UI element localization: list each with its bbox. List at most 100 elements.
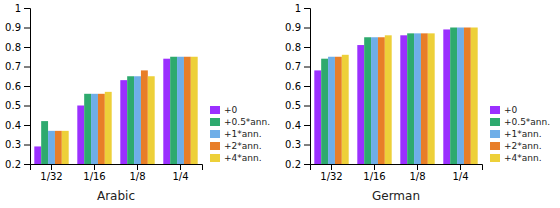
- bar: [177, 57, 184, 164]
- legend-label: +4*ann.: [224, 153, 262, 163]
- tick-mark: [304, 145, 310, 146]
- tick-label: 0.4: [5, 120, 21, 131]
- bar: [84, 94, 91, 164]
- tick-mark: [24, 86, 30, 87]
- bar: [407, 33, 414, 164]
- bar: [48, 131, 55, 164]
- axis-line: [311, 165, 483, 171]
- legend-label: +0.5*ann.: [224, 117, 270, 127]
- tick-label: 0.8: [5, 42, 21, 53]
- tick-label: 0.2: [5, 159, 21, 170]
- series: [328, 28, 464, 165]
- tick-label: 0.5: [285, 100, 301, 111]
- legend-label: +0: [224, 105, 238, 115]
- legend-item: +2*ann.: [490, 141, 542, 151]
- bar: [342, 55, 349, 164]
- tick-mark: [304, 47, 310, 48]
- legend-swatch: [210, 106, 220, 114]
- series: [55, 57, 191, 164]
- bar: [364, 37, 371, 164]
- tick-label: 0.7: [285, 61, 301, 72]
- bar: [163, 59, 170, 164]
- tick: 0.2: [5, 159, 30, 170]
- tick: 1/8: [409, 164, 425, 182]
- y-axis: 0.20.30.40.50.60.70.80.91: [5, 3, 30, 170]
- tick-mark: [51, 164, 52, 170]
- tick-mark: [460, 164, 461, 170]
- bar: [34, 146, 41, 164]
- series: [342, 28, 478, 165]
- tick: 0.5: [5, 100, 30, 111]
- legend-item: +0.5*ann.: [490, 117, 550, 127]
- x-axis: 1/32 1/16 1/8 1/4: [31, 164, 203, 182]
- legend-label: +2*ann.: [224, 141, 262, 151]
- legend-item: +1*ann.: [490, 129, 542, 139]
- tick: 0.4: [285, 120, 310, 131]
- bar: [91, 94, 98, 164]
- tick-mark: [137, 164, 138, 170]
- tick: 1/16: [83, 164, 105, 182]
- bar: [321, 59, 328, 164]
- tick-mark: [304, 164, 310, 165]
- legend-label: +2*ann.: [504, 141, 542, 151]
- tick-label: 0.9: [5, 22, 21, 33]
- legend-label: +4*ann.: [504, 153, 542, 163]
- tick: 0.6: [285, 81, 310, 92]
- tick-mark: [304, 8, 310, 9]
- legend: +0 +0.5*ann. +1*ann. +2*ann. +4*ann.: [210, 105, 270, 163]
- tick-mark: [304, 86, 310, 87]
- tick-label: 1/16: [83, 171, 105, 182]
- tick-mark: [24, 8, 30, 9]
- tick: 0.8: [285, 42, 310, 53]
- bar: [421, 33, 428, 164]
- legend-swatch: [490, 130, 500, 138]
- tick-mark: [304, 67, 310, 68]
- tick-mark: [24, 125, 30, 126]
- tick: 0.8: [5, 42, 30, 53]
- legend-label: +0.5*ann.: [504, 117, 550, 127]
- legend-item: +2*ann.: [210, 141, 262, 151]
- tick-mark: [24, 145, 30, 146]
- tick-label: 1/8: [129, 171, 145, 182]
- tick-label: 0.3: [285, 139, 301, 150]
- bar: [314, 70, 321, 164]
- tick-mark: [94, 164, 95, 170]
- bar: [77, 106, 84, 165]
- tick: 0.6: [5, 81, 30, 92]
- axis-line: [24, 9, 31, 165]
- tick-mark: [24, 67, 30, 68]
- tick-label: 0.7: [5, 61, 21, 72]
- legend-swatch: [490, 106, 500, 114]
- title: German: [372, 189, 420, 203]
- tick-mark: [304, 125, 310, 126]
- bar: [41, 121, 48, 164]
- tick: 0.2: [285, 159, 310, 170]
- tick-mark: [24, 28, 30, 29]
- tick: 1/32: [40, 164, 62, 182]
- bar: [414, 33, 421, 164]
- legend-label: +1*ann.: [224, 129, 262, 139]
- tick: 1/4: [172, 164, 188, 182]
- legend-item: +4*ann.: [210, 153, 262, 163]
- tick: 0.5: [285, 100, 310, 111]
- tick-label: 1/32: [40, 171, 62, 182]
- tick-label: 1: [295, 3, 301, 14]
- tick-label: 0.6: [285, 81, 301, 92]
- y-axis: 0.20.30.40.50.60.70.80.91: [285, 3, 310, 170]
- tick-mark: [24, 164, 30, 165]
- tick-mark: [180, 164, 181, 170]
- series: [314, 29, 450, 164]
- axis-line: [31, 165, 203, 171]
- tick-mark: [304, 28, 310, 29]
- tick: 1/32: [320, 164, 342, 182]
- axis-line: [304, 9, 311, 165]
- bar: [98, 94, 105, 164]
- tick-label: 1/16: [363, 171, 385, 182]
- tick-mark: [304, 106, 310, 107]
- bar: [400, 35, 407, 164]
- bar: [105, 92, 112, 164]
- tick-label: 1/4: [172, 171, 188, 182]
- tick-label: 0.8: [285, 42, 301, 53]
- tick-label: 1: [15, 3, 21, 14]
- series: [335, 28, 471, 165]
